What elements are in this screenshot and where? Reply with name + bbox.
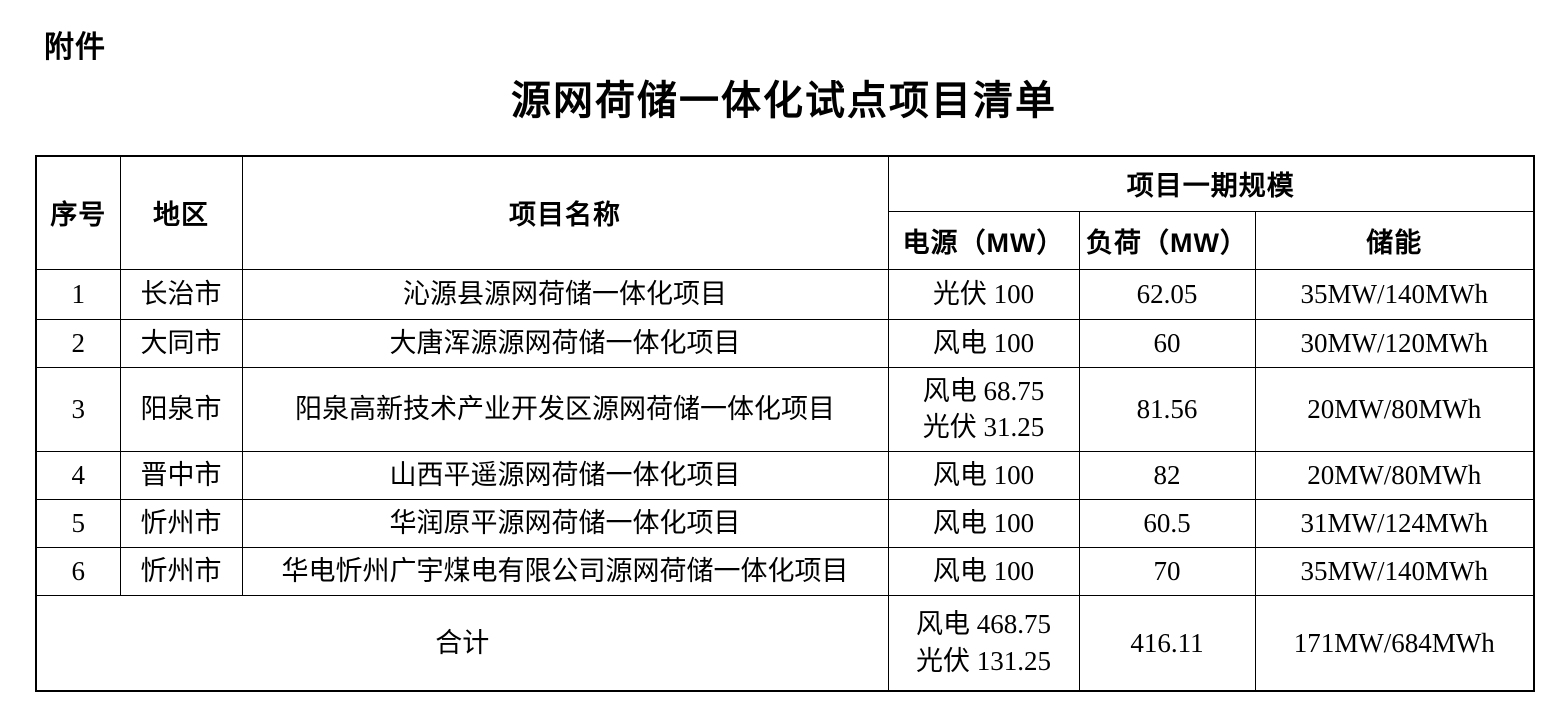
- cell-region: 忻州市: [119, 546, 243, 596]
- cell-index: 6: [35, 546, 121, 596]
- cell-project-name: 阳泉高新技术产业开发区源网荷储一体化项目: [241, 366, 889, 452]
- cell-project-name: 华电忻州广宇煤电有限公司源网荷储一体化项目: [241, 546, 889, 596]
- cell-total-storage: 171MW/684MWh: [1254, 594, 1535, 692]
- cell-total-power: 风电 468.75 光伏 131.25: [887, 594, 1080, 692]
- cell-storage: 35MW/140MWh: [1254, 268, 1535, 320]
- col-header-storage: 储能: [1254, 210, 1535, 270]
- cell-project-name: 华润原平源网荷储一体化项目: [241, 498, 889, 548]
- cell-load: 60: [1078, 318, 1256, 368]
- table-body: 1 长治市 沁源县源网荷储一体化项目 光伏 100 62.05 35MW/140MWh 2 大…: [35, 268, 1535, 692]
- cell-power: 风电 68.75 光伏 31.25: [887, 366, 1080, 452]
- cell-storage: 30MW/120MWh: [1254, 318, 1535, 368]
- cell-region: 忻州市: [119, 498, 243, 548]
- cell-storage: 20MW/80MWh: [1254, 450, 1535, 500]
- page-title: 源网荷储一体化试点项目清单: [511, 79, 1057, 123]
- table-row: 4 晋中市 山西平遥源网荷储一体化项目 风电 100 82 20MW/80MWh: [35, 450, 1535, 500]
- col-header-index: 序号: [35, 155, 121, 270]
- cell-storage: 31MW/124MWh: [1254, 498, 1535, 548]
- col-header-region: 地区: [119, 155, 243, 270]
- col-header-phase-scale: 项目一期规模: [887, 155, 1535, 212]
- cell-region: 阳泉市: [119, 366, 243, 452]
- cell-load: 62.05: [1078, 268, 1256, 320]
- cell-load: 60.5: [1078, 498, 1256, 548]
- cell-total-load: 416.11: [1078, 594, 1256, 692]
- cell-project-name: 大唐浑源源网荷储一体化项目: [241, 318, 889, 368]
- cell-region: 晋中市: [119, 450, 243, 500]
- attachment-label: 附件: [44, 31, 106, 64]
- cell-load: 81.56: [1078, 366, 1256, 452]
- cell-load: 82: [1078, 450, 1256, 500]
- header-row-sub: 电源（MW） 负荷（MW） 储能: [36, 210, 1535, 270]
- cell-project-name: 山西平遥源网荷储一体化项目: [241, 450, 889, 500]
- cell-region: 大同市: [119, 318, 243, 368]
- project-list-table: 序号 地区 项目名称 项目一期规模 电源（MW） 负荷（MW） 储能 1 长治市沁…: [35, 155, 1535, 692]
- total-row: 合计 风电 468.75 光伏 131.25 416.11 171MW/684MWh: [35, 594, 1535, 692]
- cell-index: 1: [35, 268, 121, 320]
- cell-index: 4: [35, 450, 121, 500]
- cell-region: 长治市: [119, 268, 243, 320]
- table-row: 5 忻州市 华润原平源网荷储一体化项目 风电 100 60.5 31MW/124MWh: [35, 498, 1535, 548]
- col-header-project-name: 项目名称: [241, 155, 889, 270]
- table-row: 2 大同市 大唐浑源源网荷储一体化项目 风电 100 60 30MW/120MWh: [35, 318, 1535, 368]
- col-header-load: 负荷（MW）: [1078, 210, 1256, 270]
- cell-project-name: 沁源县源网荷储一体化项目: [241, 268, 889, 320]
- cell-power: 风电 100: [887, 498, 1080, 548]
- cell-power: 风电 100: [887, 546, 1080, 596]
- header-row-top: 序号 地区 项目名称 项目一期规模: [35, 155, 1535, 270]
- cell-index: 3: [35, 366, 121, 452]
- cell-storage: 35MW/140MWh: [1254, 546, 1535, 596]
- cell-power: 风电 100: [887, 450, 1080, 500]
- table-row: 1 长治市 沁源县源网荷储一体化项目 光伏 100 62.05 35MW/140MWh: [35, 268, 1535, 320]
- table-row: 3 阳泉市 阳泉高新技术产业开发区源网荷储一体化项目 风电 68.75 光伏 31.25…: [35, 366, 1535, 452]
- cell-load: 70: [1078, 546, 1256, 596]
- cell-power: 风电 100: [887, 318, 1080, 368]
- cell-total-label: 合计: [35, 594, 889, 692]
- col-header-power: 电源（MW）: [887, 210, 1080, 270]
- table-row: 6 忻州市 华电忻州广宇煤电有限公司源网荷储一体化项目 风电 100 70 35MW/14…: [35, 546, 1535, 596]
- cell-power: 光伏 100: [887, 268, 1080, 320]
- cell-index: 5: [35, 498, 121, 548]
- cell-index: 2: [35, 318, 121, 368]
- cell-storage: 20MW/80MWh: [1254, 366, 1535, 452]
